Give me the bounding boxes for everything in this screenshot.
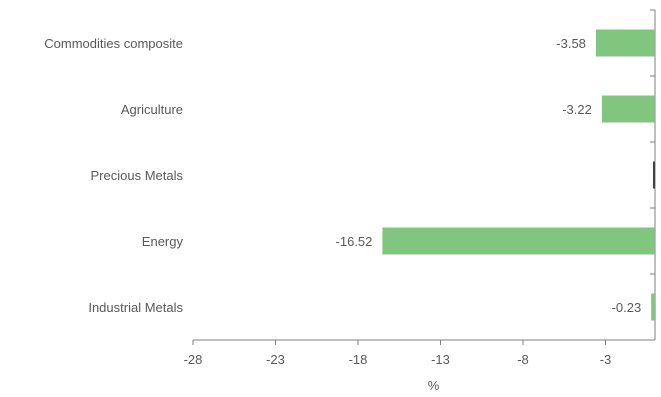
- bar: [601, 95, 655, 123]
- x-tick-label: -8: [517, 352, 529, 367]
- x-tick-label: -18: [349, 352, 368, 367]
- data-label: -16.52: [336, 234, 373, 249]
- category-label: Agriculture: [121, 102, 183, 117]
- category-label: Industrial Metals: [88, 300, 183, 315]
- x-tick-label: -3: [600, 352, 612, 367]
- x-tick-label: -13: [431, 352, 450, 367]
- bar-zero-marker: [653, 161, 655, 189]
- data-label: -3.58: [556, 36, 586, 51]
- x-tick-label: -23: [266, 352, 285, 367]
- data-label: -0.23: [612, 300, 642, 315]
- bar: [651, 293, 655, 321]
- category-label: Energy: [142, 234, 184, 249]
- x-axis-title: %: [428, 378, 440, 393]
- bar: [382, 227, 655, 255]
- bar: [595, 29, 655, 57]
- category-label: Commodities composite: [44, 36, 183, 51]
- category-label: Precious Metals: [91, 168, 184, 183]
- data-label: -3.22: [562, 102, 592, 117]
- x-tick-label: -28: [184, 352, 203, 367]
